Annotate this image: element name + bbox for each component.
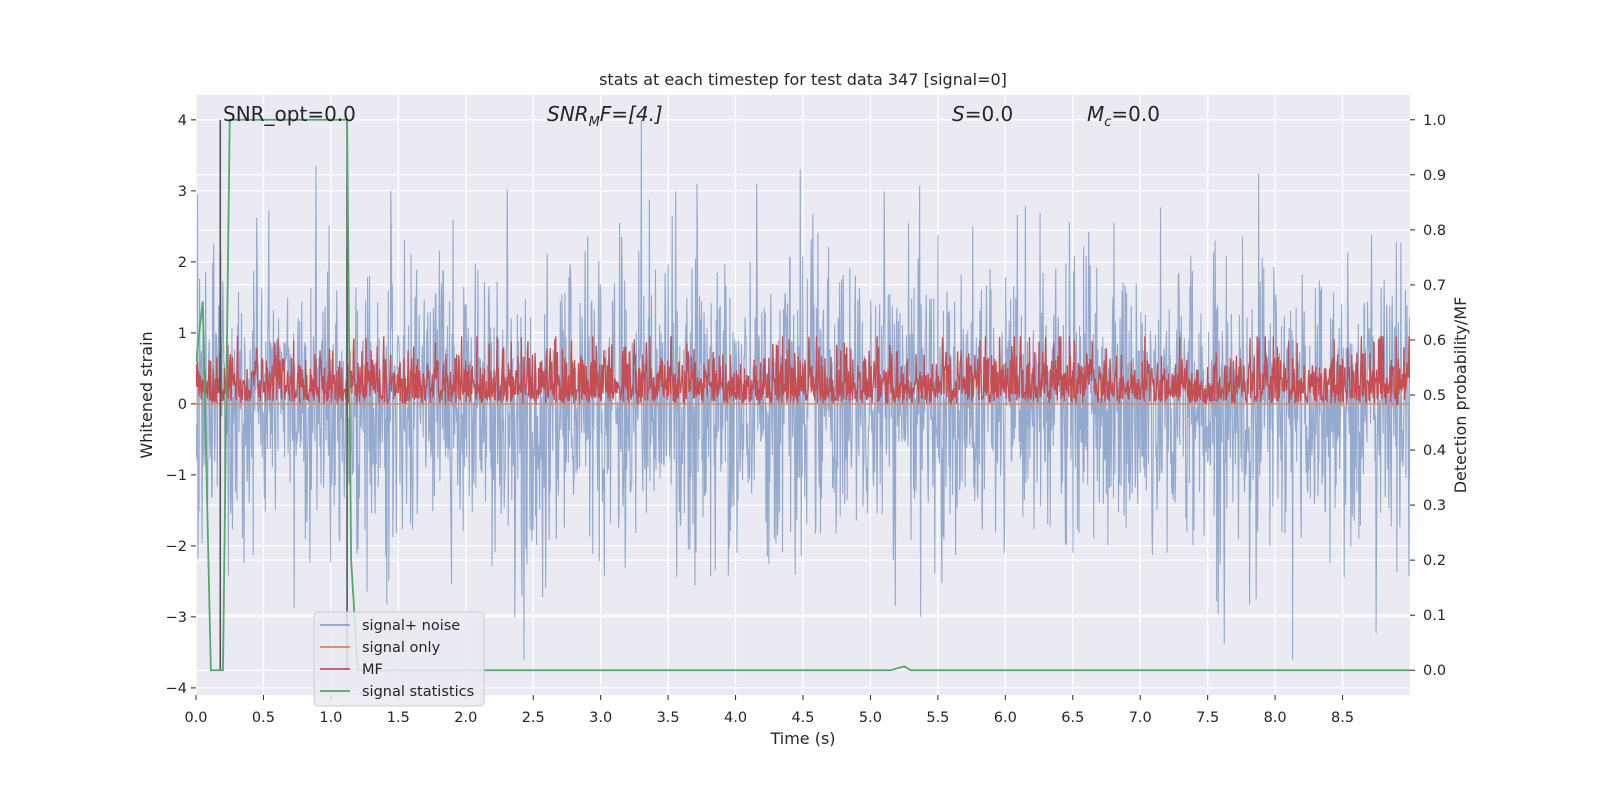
y-left-tick-label: 0 [178,397,187,413]
x-tick-label: 0.5 [252,710,275,726]
y-right-tick-label: 0.9 [1423,168,1446,184]
x-tick-label: 1.0 [319,710,342,726]
legend-entry-label: MF [362,662,383,678]
y-left-tick-label: −4 [166,681,187,697]
x-tick-label: 4.5 [791,710,814,726]
snr-mf-suffix: F=[4.] [600,102,663,126]
series-line-signal-noise [196,119,1410,660]
x-tick-label: 6.5 [1061,710,1084,726]
x-tick-label: 3.0 [589,710,612,726]
y-left-tick-label: 4 [178,113,187,129]
x-tick-label: 5.5 [926,710,949,726]
data-layer [196,118,1410,672]
snr-mf-subscript: M [589,115,600,130]
chart-title: stats at each timestep for test data 347… [599,70,1007,89]
x-tick-label: 2.0 [454,710,477,726]
right-axis: 1.0 0.9 0.8 0.7 0.6 0.5 0.4 0.3 0.2 0.1 0.0 [1410,113,1446,679]
mc-subscript: c [1104,115,1111,130]
y-left-tick-label: −3 [166,610,187,626]
x-tick-label: 3.5 [657,710,680,726]
x-tick-label: 6.0 [994,710,1017,726]
mc-label: M [1087,102,1104,126]
y-right-tick-label: 0.0 [1423,663,1446,679]
annotation-s: S=0.0 [952,102,1013,126]
y-right-tick-label: 0.1 [1423,608,1446,624]
s-value: =0.0 [965,102,1014,126]
annotation-snr-opt: SNR_opt=0.0 [223,102,356,126]
y-right-tick-label: 0.3 [1423,498,1446,514]
x-tick-label: 4.0 [724,710,747,726]
s-label: S [952,102,965,126]
series-line-signal-statistics [196,118,1410,672]
series-line-mf [196,336,1410,406]
x-tick-label: 7.5 [1196,710,1219,726]
left-axis: 4 3 2 1 0 −1 −2 −3 −4 [166,113,196,697]
y-left-tick-label: −2 [166,539,187,555]
x-tick-label: 0.0 [184,710,207,726]
y-axis-label-right: Detection probability/MF [1451,297,1470,494]
y-right-tick-label: 0.2 [1423,553,1446,569]
y-axis-label-left: Whitened strain [137,331,156,458]
x-tick-label: 1.5 [387,710,410,726]
annotation-snr-mf: SNRMF=[4.] [547,102,663,130]
mc-value: =0.0 [1111,102,1160,126]
y-left-tick-label: 1 [178,326,187,342]
x-tick-label: 8.5 [1331,710,1354,726]
legend-entry-label: signal statistics [362,684,474,700]
y-left-tick-label: 3 [178,184,187,200]
legend-entry-label: signal only [362,640,441,656]
y-left-tick-label: −1 [166,468,187,484]
x-tick-label: 2.5 [522,710,545,726]
snr-mf-prefix: SNR [547,102,589,126]
y-right-tick-label: 0.6 [1423,333,1446,349]
x-axis: 0.0 0.5 1.0 1.5 2.0 2.5 3.0 3.5 4.0 4.5 5.0 5.5 6.0 6… [184,695,1354,726]
y-right-tick-label: 0.8 [1423,223,1446,239]
x-tick-label: 7.0 [1129,710,1152,726]
y-right-tick-label: 1.0 [1423,113,1446,129]
y-right-tick-label: 0.4 [1423,443,1446,459]
legend: signal+ noise signal only MF signal statist… [313,611,485,707]
legend-entry-label: signal+ noise [362,618,460,634]
x-tick-label: 8.0 [1264,710,1287,726]
y-left-tick-label: 2 [178,255,187,271]
y-right-tick-label: 0.7 [1423,278,1446,294]
annotation-mc: Mc=0.0 [1087,102,1160,130]
x-axis-label: Time (s) [769,729,835,748]
y-right-tick-label: 0.5 [1423,388,1446,404]
legend-box [313,611,485,707]
x-tick-label: 5.0 [859,710,882,726]
